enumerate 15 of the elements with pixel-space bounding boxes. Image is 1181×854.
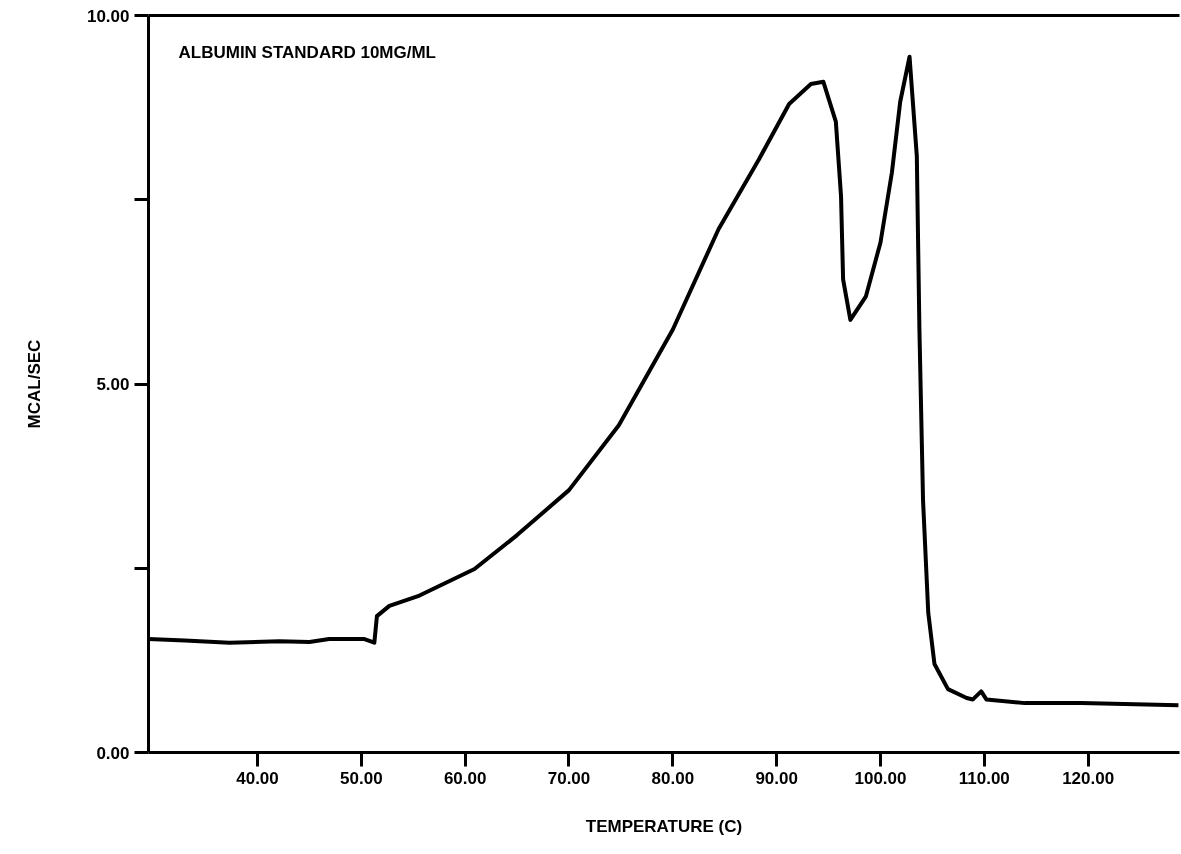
y-tick-label: 5.00 [96,375,130,394]
annotation: ALBUMIN STANDARD 10MG/ML [178,42,437,62]
x-tick-label: 90.00 [755,768,798,788]
x-tick-label: 100.00 [854,768,907,788]
x-tick-label: 110.00 [958,768,1010,788]
x-tick-label: 60.00 [443,768,487,788]
x-axis-title: TEMPERATURE (C) [585,816,743,836]
x-tick-label: 40.00 [236,768,279,788]
x-tick-label: 120.00 [1062,768,1115,788]
x-tick-label: 50.00 [340,768,383,788]
y-tick-label: 0.00 [96,743,130,763]
y-axis-title: MCAL/SEC [24,339,44,429]
x-tick-label: 70.00 [547,768,591,788]
y-tick-label: 10.00 [86,6,130,26]
x-tick-label: 80.00 [651,768,695,788]
